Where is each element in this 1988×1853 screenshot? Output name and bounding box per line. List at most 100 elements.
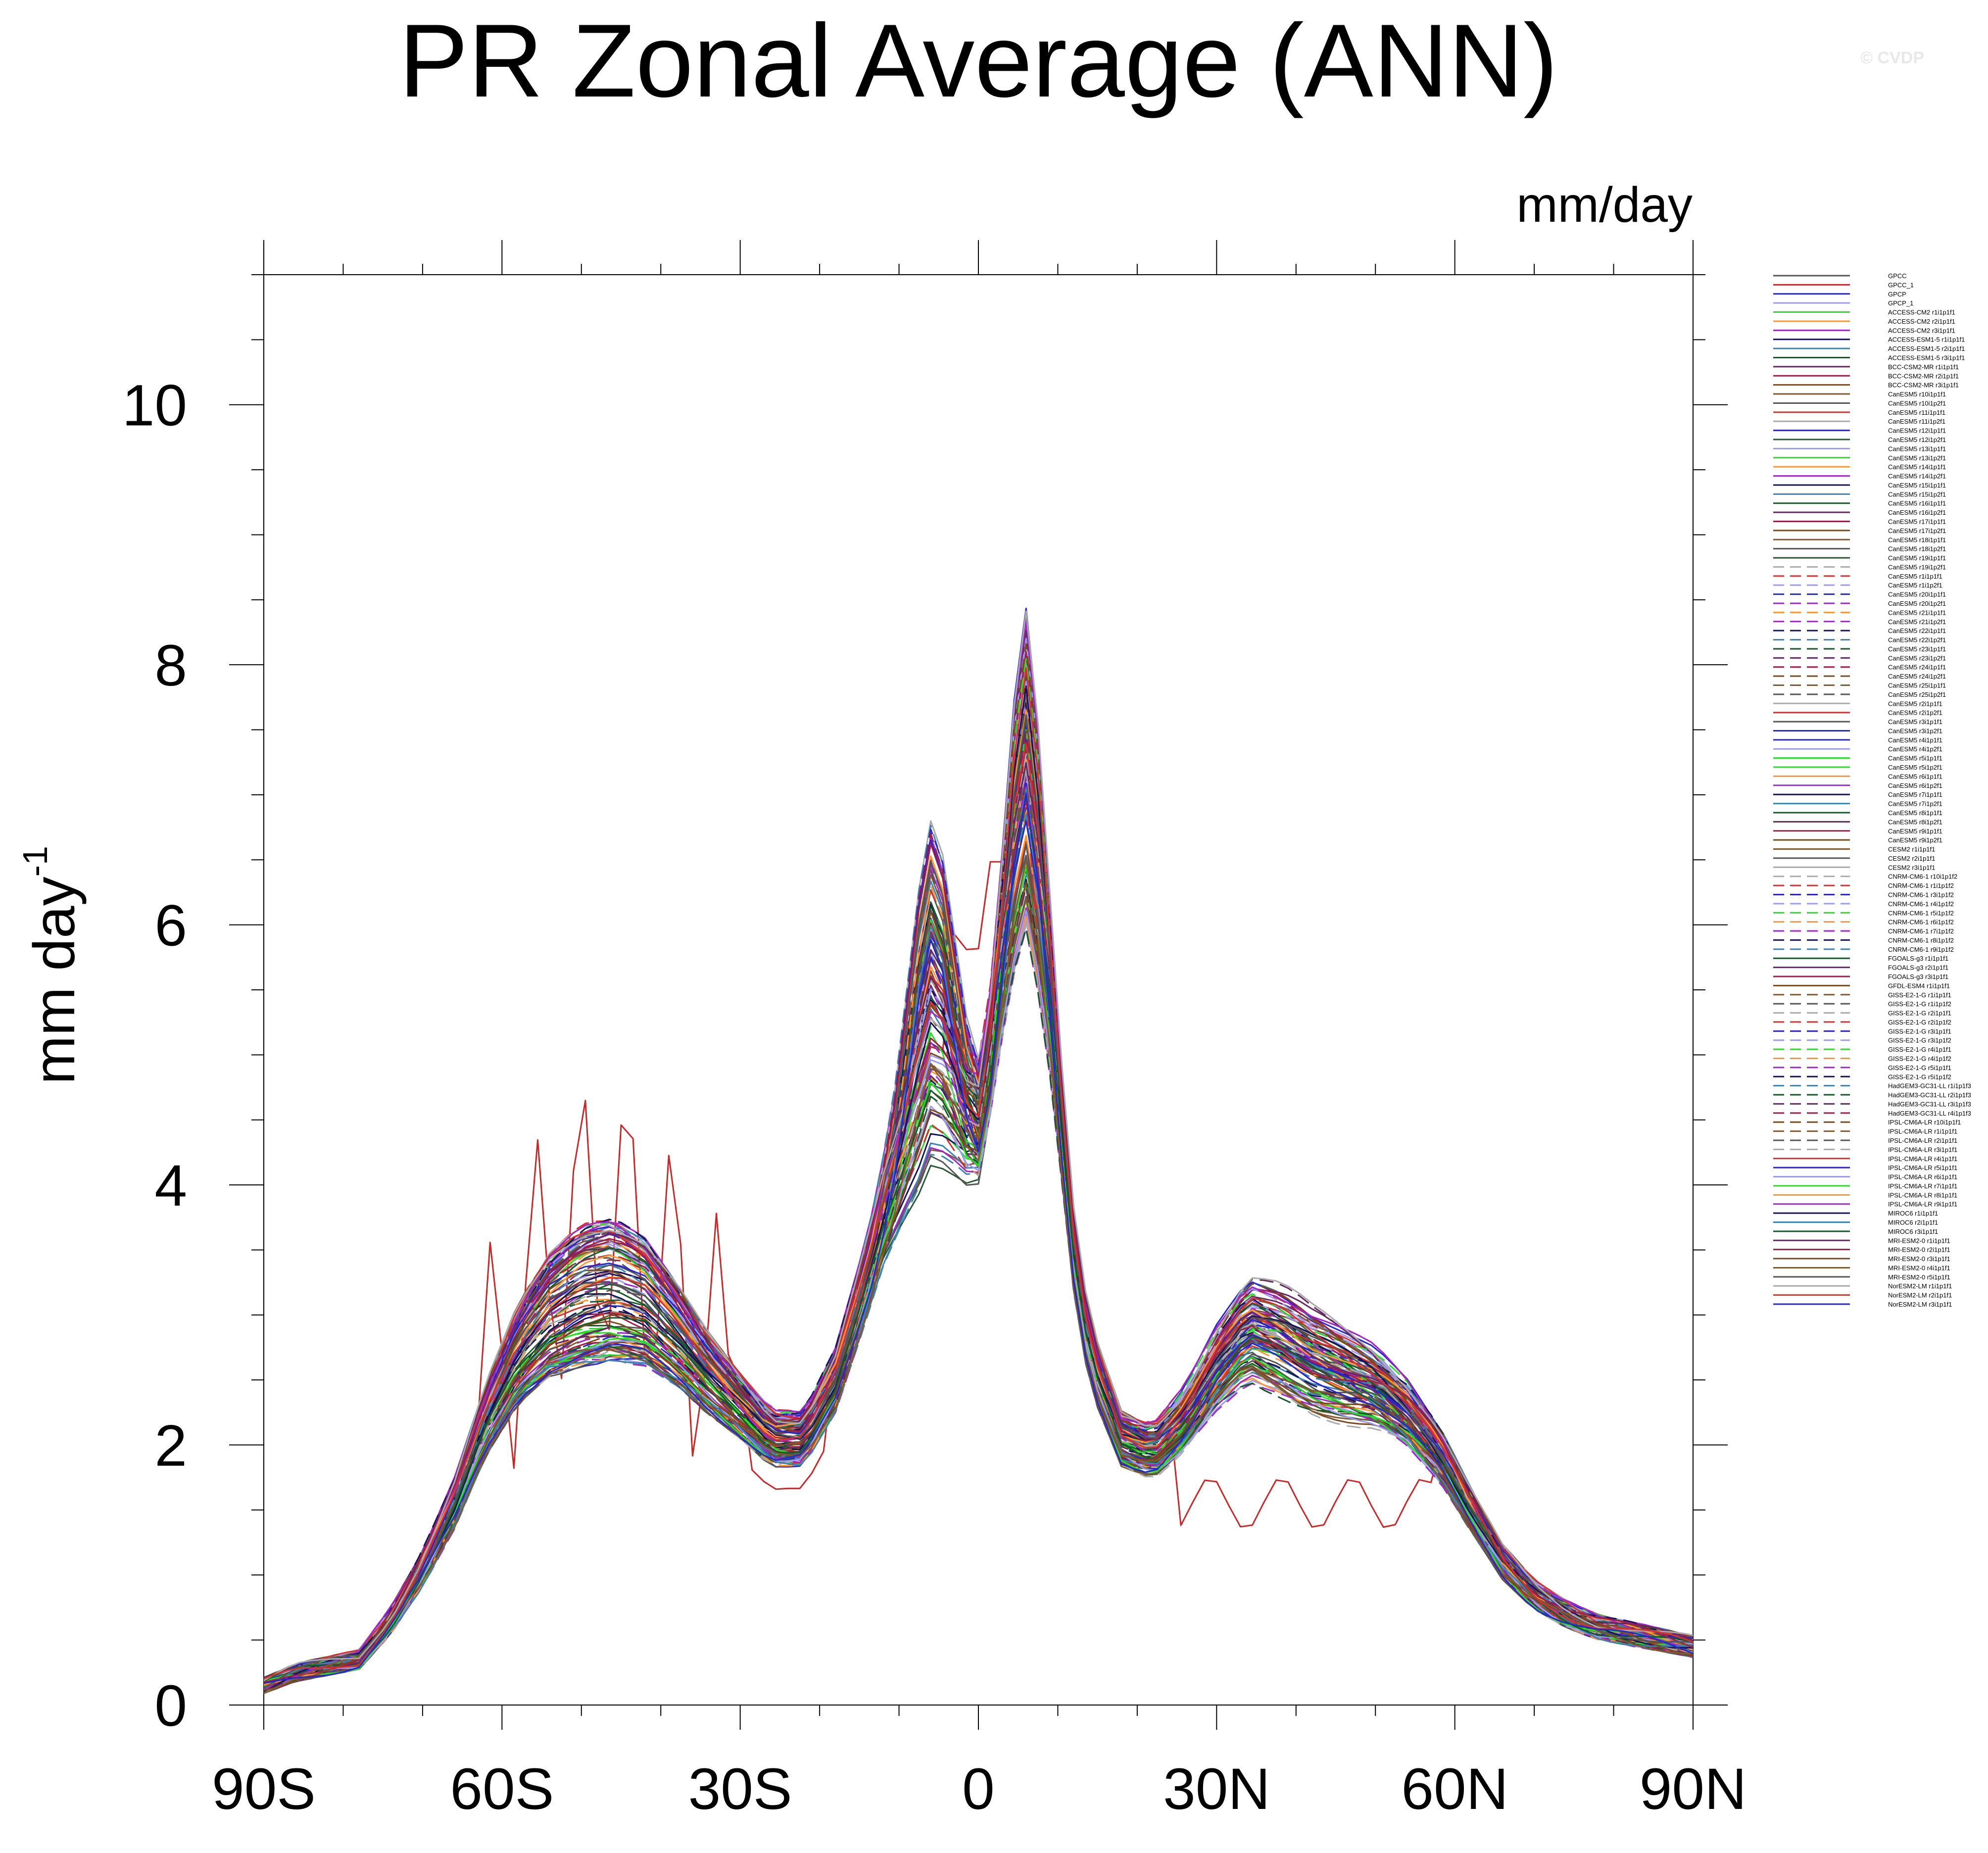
- legend-label: CNRM-CM6-1 r3i1p1f2: [1888, 891, 1954, 898]
- series-line: [264, 763, 1693, 1689]
- legend-label: ACCESS-CM2 r3i1p1f1: [1888, 327, 1955, 334]
- series-line: [264, 755, 1693, 1690]
- legend-label: CanESM5 r25i1p2f1: [1888, 691, 1946, 698]
- units-label: mm/day: [1516, 177, 1693, 233]
- legend-label: CanESM5 r6i1p1f1: [1888, 773, 1942, 780]
- legend-label: CNRM-CM6-1 r6i1p1f2: [1888, 919, 1954, 926]
- legend-label: CanESM5 r7i1p1f1: [1888, 791, 1942, 798]
- x-tick-label: 30S: [688, 1756, 792, 1822]
- series-line: [264, 875, 1693, 1694]
- legend-label: MRI-ESM2-0 r4i1p1f1: [1888, 1264, 1950, 1271]
- legend-label: CNRM-CM6-1 r1i1p1f2: [1888, 882, 1954, 889]
- legend-label: HadGEM3-GC31-LL r4i1p1f3: [1888, 1110, 1971, 1117]
- series-line: [264, 834, 1693, 1680]
- legend-label: BCC-CSM2-MR r1i1p1f1: [1888, 363, 1959, 371]
- legend-label: NorESM2-LM r1i1p1f1: [1888, 1282, 1952, 1290]
- series-line: [264, 895, 1693, 1681]
- legend-label: CanESM5 r8i1p2f1: [1888, 818, 1942, 826]
- legend-label: CanESM5 r15i1p2f1: [1888, 490, 1946, 498]
- series-line: [264, 796, 1693, 1693]
- series-line: [264, 787, 1693, 1680]
- series-line: [264, 924, 1693, 1682]
- legend-label: MIROC6 r1i1p1f1: [1888, 1210, 1938, 1217]
- series-layer: [264, 607, 1693, 1694]
- series-line: [264, 788, 1693, 1689]
- legend-label: NorESM2-LM r3i1p1f1: [1888, 1301, 1952, 1308]
- x-tick-label: 90N: [1640, 1756, 1746, 1822]
- series-line: [264, 843, 1693, 1682]
- legend-label: CanESM5 r23i1p2f1: [1888, 654, 1946, 662]
- series-line: [264, 881, 1693, 1692]
- legend-label: CNRM-CM6-1 r8i1p1f2: [1888, 936, 1954, 944]
- legend-label: IPSL-CM6A-LR r7i1p1f1: [1888, 1182, 1957, 1190]
- y-axis-title-text: mm day: [22, 877, 87, 1084]
- legend-label: CanESM5 r13i1p2f1: [1888, 454, 1946, 462]
- credit-watermark: © CVDP: [1860, 49, 1924, 67]
- series-line: [264, 916, 1693, 1694]
- series-line: [264, 886, 1693, 1691]
- legend-label: CanESM5 r13i1p1f1: [1888, 445, 1946, 452]
- legend-label: CanESM5 r20i1p2f1: [1888, 600, 1946, 607]
- series-line: [264, 913, 1693, 1682]
- legend-label: HadGEM3-GC31-LL r1i1p1f3: [1888, 1082, 1971, 1090]
- series-line: [264, 786, 1693, 1684]
- legend-label: GPCP_1: [1888, 299, 1913, 307]
- legend-label: GISS-E2-1-G r2i1p1f1: [1888, 1010, 1951, 1017]
- series-line: [264, 765, 1693, 1694]
- legend-label: CanESM5 r3i1p1f1: [1888, 718, 1942, 726]
- series-line: [264, 883, 1693, 1687]
- legend-label: MRI-ESM2-0 r1i1p1f1: [1888, 1237, 1950, 1244]
- legend-label: CESM2 r2i1p1f1: [1888, 855, 1935, 862]
- legend-label: GPCP: [1888, 291, 1906, 298]
- y-axis-title-exponent: -1: [16, 846, 54, 877]
- legend-label: CanESM5 r12i1p1f1: [1888, 427, 1946, 435]
- series-line: [264, 736, 1693, 1689]
- series-line: [264, 791, 1693, 1686]
- series-line: [264, 667, 1693, 1680]
- legend-label: CanESM5 r10i1p1f1: [1888, 390, 1946, 398]
- series-line: [264, 773, 1693, 1685]
- y-tick-label: 0: [154, 1673, 187, 1739]
- series-line: [264, 714, 1693, 1689]
- series-line: [264, 808, 1693, 1692]
- series-line: [264, 744, 1693, 1690]
- series-line: [264, 907, 1693, 1691]
- legend-label: BCC-CSM2-MR r3i1p1f1: [1888, 382, 1959, 389]
- series-line: [264, 742, 1693, 1690]
- legend-label: IPSL-CM6A-LR r10i1p1f1: [1888, 1119, 1961, 1126]
- legend-label: CanESM5 r24i1p2f1: [1888, 673, 1946, 680]
- legend-label: CanESM5 r11i1p1f1: [1888, 409, 1945, 416]
- legend-label: GISS-E2-1-G r3i1p1f2: [1888, 1037, 1951, 1044]
- x-tick-label: 60N: [1401, 1756, 1508, 1822]
- series-line: [264, 797, 1693, 1681]
- series-line: [264, 740, 1693, 1694]
- series-line: [264, 797, 1693, 1682]
- legend-label: GISS-E2-1-G r4i1p1f1: [1888, 1046, 1951, 1053]
- x-tick-label: 60S: [450, 1756, 554, 1822]
- legend-label: CanESM5 r20i1p1f1: [1888, 591, 1946, 598]
- y-tick-label: 2: [154, 1414, 187, 1479]
- legend-label: IPSL-CM6A-LR r2i1p1f1: [1888, 1137, 1957, 1144]
- y-axis-title: mm day-1: [16, 846, 87, 1084]
- legend-label: FGOALS-g3 r3i1p1f1: [1888, 973, 1948, 980]
- legend-label: CanESM5 r9i1p2f1: [1888, 836, 1942, 844]
- series-line: [264, 855, 1693, 1691]
- legend-label: CESM2 r1i1p1f1: [1888, 846, 1935, 853]
- series-line: [264, 896, 1693, 1687]
- legend-label: CNRM-CM6-1 r5i1p1f2: [1888, 909, 1954, 917]
- series-line: [264, 750, 1693, 1694]
- legend-label: HadGEM3-GC31-LL r2i1p1f3: [1888, 1091, 1971, 1099]
- series-line: [264, 806, 1693, 1682]
- series-line: [264, 820, 1693, 1685]
- series-line: [264, 743, 1693, 1689]
- y-tick-label: 6: [154, 893, 187, 959]
- series-line: [264, 610, 1693, 1681]
- legend-label: GPCC_1: [1888, 281, 1914, 289]
- series-line: [264, 770, 1693, 1691]
- legend-label: CanESM5 r5i1p2f1: [1888, 764, 1942, 771]
- legend-label: IPSL-CM6A-LR r8i1p1f1: [1888, 1191, 1957, 1199]
- legend-label: GISS-E2-1-G r1i1p1f2: [1888, 1000, 1951, 1008]
- legend-label: NorESM2-LM r2i1p1f1: [1888, 1292, 1952, 1299]
- chart-title: PR Zonal Average (ANN): [399, 2, 1558, 119]
- series-line: [264, 878, 1693, 1685]
